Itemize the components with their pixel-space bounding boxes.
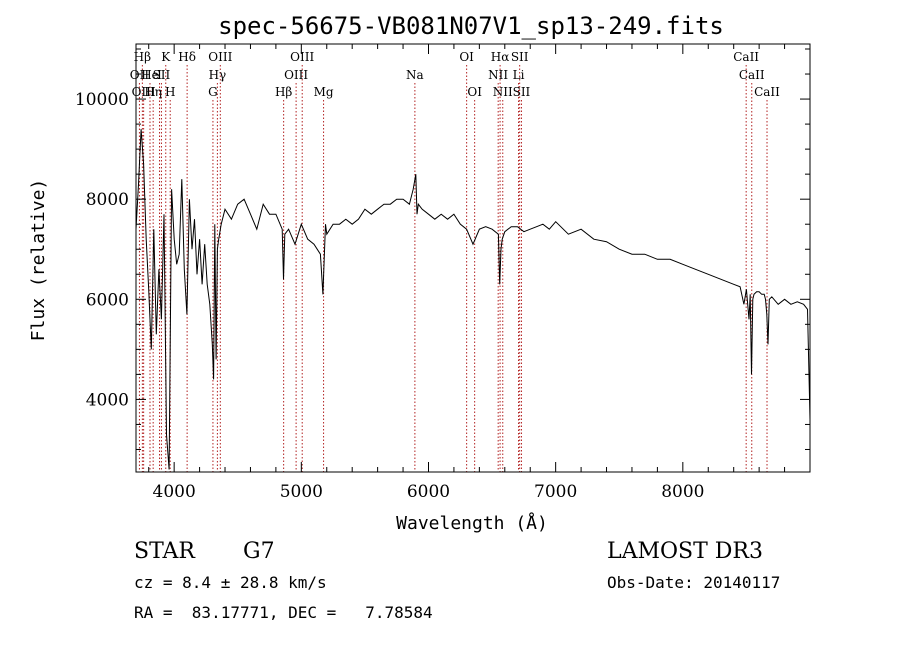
- line-label-11: Hγ: [209, 68, 227, 82]
- spectrum-series-line: [135, 129, 811, 470]
- line-label-2: OIII: [132, 85, 156, 99]
- plot-frame: [135, 43, 811, 473]
- line-label-24: NII: [493, 85, 513, 99]
- line-label-22: NII: [488, 68, 508, 82]
- line-label-21: SII: [511, 50, 529, 64]
- y-tick-label-3: 10000: [75, 90, 129, 110]
- survey-name: LAMOST DR3: [607, 539, 763, 564]
- line-label-19: OI: [467, 85, 482, 99]
- line-label-7: SII: [153, 68, 171, 82]
- line-label-13: Hβ: [275, 85, 292, 99]
- line-label-23: Li: [513, 68, 525, 82]
- line-label-16: Mg: [314, 85, 334, 99]
- line-label-17: Na: [406, 68, 424, 82]
- obs-date: Obs-Date: 20140117: [607, 573, 781, 592]
- x-tick-label-4: 8000: [661, 482, 704, 502]
- y-tick-label-0: 4000: [86, 390, 129, 410]
- line-label-4: Hη: [144, 85, 162, 99]
- line-label-8: H: [165, 85, 175, 99]
- object-class: STAR: [134, 539, 195, 564]
- line-label-26: CaII: [733, 50, 759, 64]
- y-tick-label-2: 8000: [86, 190, 129, 210]
- line-label-25: SII: [513, 85, 531, 99]
- line-label-10: OIII: [208, 50, 232, 64]
- coordinates-readout: RA = 83.17771, DEC = 7.78584: [134, 603, 433, 622]
- spectral-line-markers: [138, 65, 768, 472]
- chart-title: spec-56675-VB081N07V1_sp13-249.fits: [218, 12, 724, 40]
- line-label-20: Hα: [491, 50, 510, 64]
- line-label-15: OIII: [284, 68, 308, 82]
- x-tick-label-3: 7000: [534, 482, 577, 502]
- line-label-12: G: [208, 85, 218, 99]
- x-tick-label-0: 4000: [153, 482, 196, 502]
- object-subclass: G7: [243, 539, 275, 564]
- y-axis-label: Flux (relative): [28, 179, 49, 342]
- x-tick-label-1: 5000: [280, 482, 323, 502]
- line-label-18: OI: [459, 50, 474, 64]
- x-tick-label-2: 6000: [407, 482, 450, 502]
- x-axis-label: Wavelength (Å): [396, 512, 548, 534]
- redshift-readout: cz = 8.4 ± 28.8 km/s: [134, 573, 327, 592]
- y-axis: 4000 6000 8000 10000: [75, 48, 810, 450]
- line-label-5: K: [161, 50, 171, 64]
- y-tick-label-1: 6000: [86, 290, 129, 310]
- line-label-9: Hδ: [178, 50, 196, 64]
- line-label-0: Hβ: [134, 50, 151, 64]
- line-label-14: OIII: [290, 50, 314, 64]
- line-label-28: CaII: [754, 85, 780, 99]
- line-label-27: CaII: [739, 68, 765, 82]
- x-axis: 4000 5000 6000 7000 8000: [148, 44, 786, 502]
- line-label-3: He: [141, 68, 159, 82]
- line-label-1: OII: [130, 68, 150, 82]
- line-label-6: I: [157, 68, 162, 82]
